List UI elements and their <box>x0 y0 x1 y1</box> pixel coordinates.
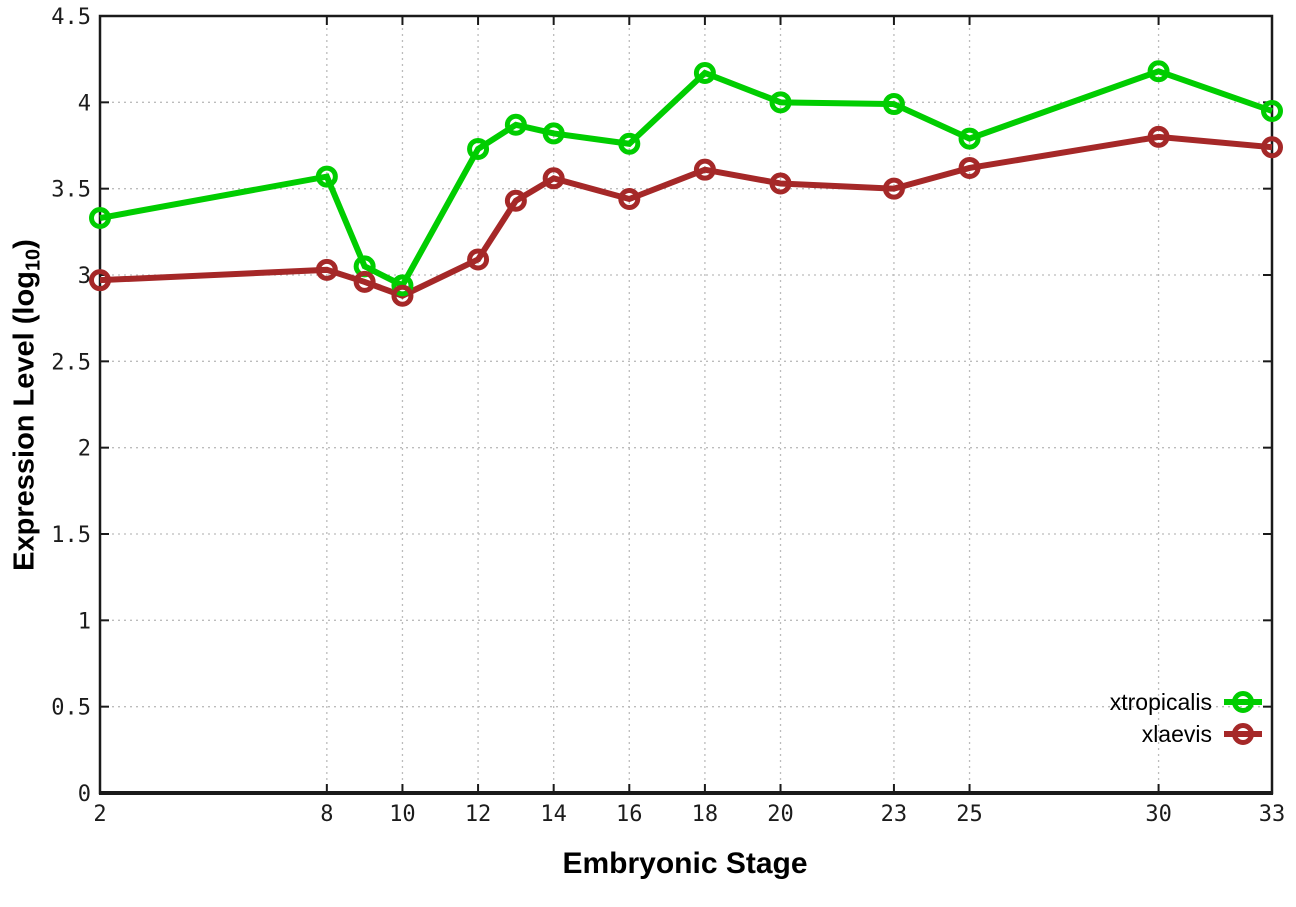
y-tick-label: 0.5 <box>51 696 91 721</box>
data-point-xlaevis <box>353 270 376 293</box>
y-tick-label: 3.5 <box>51 178 91 203</box>
x-tick-label: 33 <box>1259 802 1286 827</box>
x-tick-label: 8 <box>320 802 333 827</box>
y-tick-label: 4.5 <box>51 5 91 30</box>
x-tick-label: 16 <box>616 802 643 827</box>
data-point-xlaevis <box>958 156 981 179</box>
y-axis-title-subscript: 10 <box>22 248 45 272</box>
data-point-xlaevis <box>693 158 716 181</box>
legend-sample-xlaevis <box>1224 721 1262 747</box>
legend-label-xlaevis: xlaevis <box>1141 720 1212 747</box>
data-point-xlaevis <box>542 167 565 190</box>
legend-sample-xtropicalis <box>1224 689 1262 715</box>
data-point-xtropicalis <box>391 274 414 297</box>
y-tick-label: 2 <box>78 437 91 462</box>
y-tick-label: 2.5 <box>51 350 91 375</box>
data-point-xtropicalis <box>542 122 565 145</box>
data-point-xtropicalis <box>89 207 111 230</box>
data-point-xtropicalis <box>504 113 527 136</box>
open-circle-marker-icon <box>1232 723 1254 745</box>
data-point-xtropicalis <box>1147 60 1170 83</box>
legend-row-xlaevis: xlaevis <box>1142 718 1262 750</box>
x-tick-label: 18 <box>692 802 719 827</box>
x-tick-label: 12 <box>465 802 492 827</box>
x-tick-label: 25 <box>956 802 983 827</box>
data-point-xlaevis <box>1261 136 1283 159</box>
data-point-xlaevis <box>882 177 905 200</box>
y-tick-label: 3 <box>78 264 91 289</box>
open-circle-marker-icon <box>1232 691 1254 713</box>
x-tick-label: 10 <box>389 802 416 827</box>
x-axis-title: Embryonic Stage <box>562 847 808 880</box>
legend-label-xtropicalis: xtropicalis <box>1109 688 1212 715</box>
y-tick-label: 4 <box>78 91 91 116</box>
y-tick-label: 1 <box>78 609 91 634</box>
series-line-xlaevis <box>99 133 1273 299</box>
y-axis-title-text: Expression Level (log <box>8 271 41 571</box>
x-tick-label: 20 <box>767 802 794 827</box>
data-point-xlaevis <box>89 269 111 292</box>
y-tick-label: 0 <box>78 782 91 807</box>
data-point-xtropicalis <box>467 137 490 160</box>
data-point-xlaevis <box>1147 125 1170 148</box>
data-point-xtropicalis <box>958 127 981 150</box>
x-tick-label: 23 <box>881 802 908 827</box>
data-point-xlaevis <box>315 258 338 281</box>
data-point-xtropicalis <box>315 165 338 188</box>
data-point-xlaevis <box>467 248 490 271</box>
data-point-xtropicalis <box>618 132 641 155</box>
data-point-xlaevis <box>504 189 527 212</box>
data-point-xlaevis <box>769 172 792 195</box>
x-tick-label: 14 <box>540 802 567 827</box>
data-point-xlaevis <box>618 188 641 211</box>
y-axis-title-close: ) <box>8 239 41 249</box>
y-axis-title: Expression Level (log10) <box>9 239 46 571</box>
data-point-xtropicalis <box>1261 99 1283 122</box>
legend-row-xtropicalis: xtropicalis <box>1110 686 1262 718</box>
data-point-xtropicalis <box>693 61 716 84</box>
data-point-xtropicalis <box>882 93 905 116</box>
plot-border <box>98 14 1274 795</box>
chart-legend: xtropicalis xlaevis <box>1110 686 1262 750</box>
x-tick-label: 30 <box>1145 802 1172 827</box>
y-tick-label: 1.5 <box>51 523 91 548</box>
x-tick-label: 2 <box>93 802 106 827</box>
data-point-xlaevis <box>391 284 414 307</box>
data-point-xtropicalis <box>769 91 792 114</box>
